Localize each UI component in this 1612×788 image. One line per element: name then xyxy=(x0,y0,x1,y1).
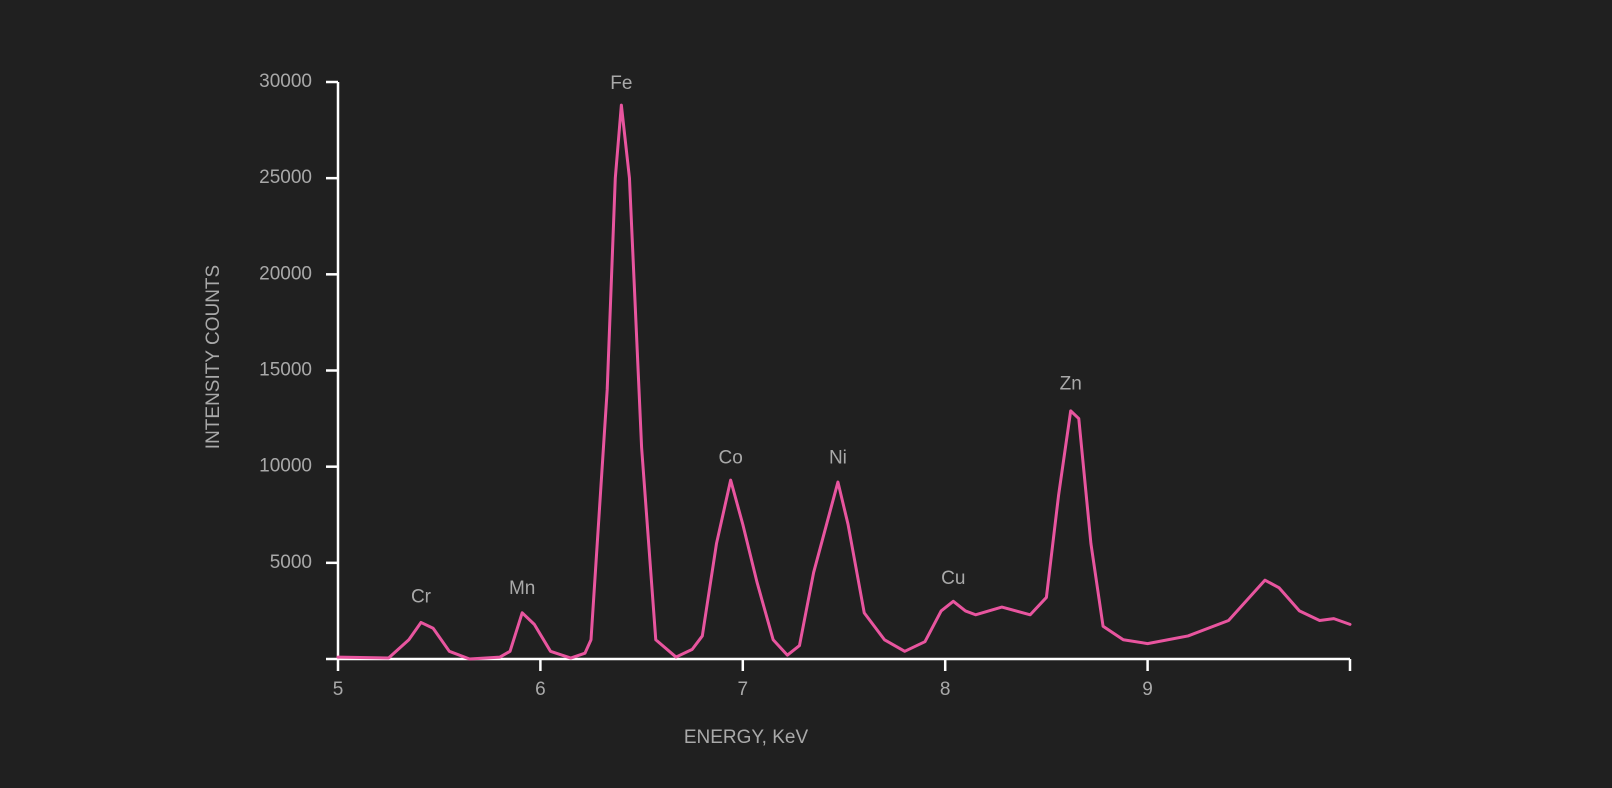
y-axis-label: INTENSITY COUNTS xyxy=(203,265,224,449)
peak-label: Ni xyxy=(829,447,847,468)
y-tick-label: 15000 xyxy=(259,360,312,381)
y-tick-label: 5000 xyxy=(270,552,312,573)
peak-label: Mn xyxy=(509,578,535,599)
peak-label: Zn xyxy=(1060,373,1082,394)
spectrum-line xyxy=(336,103,1352,661)
y-tick-label: 25000 xyxy=(259,167,312,188)
x-tick-label: 6 xyxy=(535,679,546,700)
y-tick-label: 10000 xyxy=(259,456,312,477)
peak-label: Cu xyxy=(941,568,965,589)
y-tick-label: 30000 xyxy=(259,71,312,92)
peak-label: Fe xyxy=(610,73,632,94)
y-tick-label: 20000 xyxy=(259,263,312,284)
x-tick-label: 7 xyxy=(738,679,749,700)
x-tick-label: 9 xyxy=(1142,679,1153,700)
peak-label: Co xyxy=(719,447,743,468)
x-axis-label: ENERGY, KeV xyxy=(684,727,809,748)
peak-label: Cr xyxy=(411,586,432,607)
x-tick-label: 5 xyxy=(333,679,344,700)
x-tick-label: 8 xyxy=(940,679,951,700)
